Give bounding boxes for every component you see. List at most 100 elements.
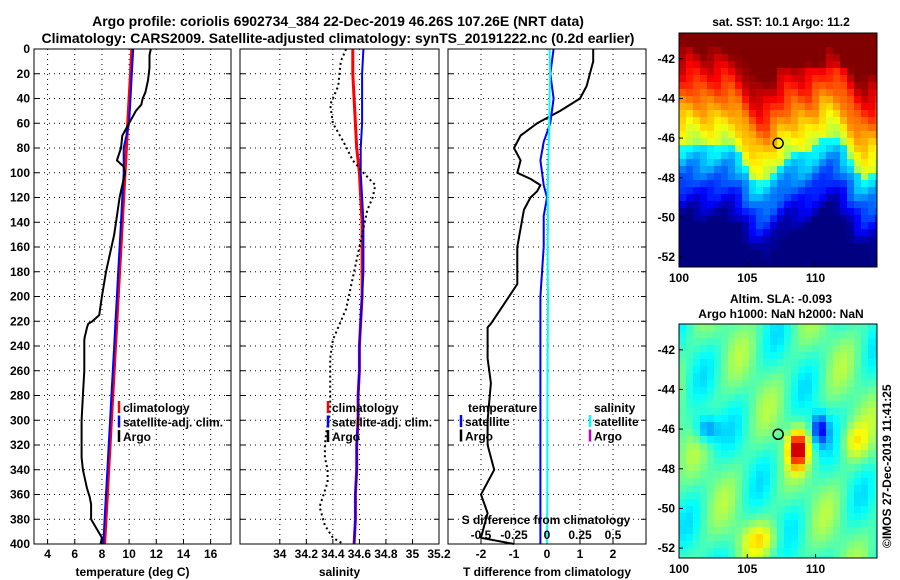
heatmap-cell (700, 373, 708, 381)
heatmap-cell (805, 366, 813, 374)
heatmap-cell (714, 131, 722, 139)
heatmap-cell (798, 82, 806, 90)
heatmap-cell (812, 338, 820, 346)
heatmap-cell (784, 89, 792, 97)
heatmap-cell (784, 401, 792, 409)
heatmap-cell (819, 527, 827, 535)
heatmap-cell (784, 450, 792, 458)
heatmap-cell (784, 257, 792, 265)
heatmap-cell (721, 534, 729, 542)
heatmap-cell (770, 394, 778, 402)
heatmap-cell (742, 345, 750, 353)
heatmap-cell (847, 366, 855, 374)
heatmap-cell (770, 436, 778, 444)
heatmap-cell (875, 194, 878, 202)
heatmap-cell (805, 68, 813, 76)
heatmap-cell (700, 222, 708, 230)
heatmap-cell (714, 408, 722, 416)
heatmap-cell (875, 257, 878, 265)
heatmap-cell (861, 506, 869, 514)
heatmap-cell (714, 180, 722, 188)
heatmap-cell (833, 194, 841, 202)
heatmap-cell (791, 159, 799, 167)
heatmap-cell (819, 422, 827, 430)
heatmap-cell (686, 110, 694, 118)
heatmap-cell (707, 548, 715, 556)
heatmap-cell (791, 264, 799, 268)
heatmap-cell (742, 366, 750, 374)
heatmap-cell (826, 331, 834, 339)
heatmap-cell (693, 492, 701, 500)
heatmap-cell (763, 54, 771, 62)
heatmap-cell (819, 180, 827, 188)
heatmap-cell (763, 478, 771, 486)
heatmap-cell (875, 82, 878, 90)
heatmap-cell (805, 215, 813, 223)
heatmap-cell (819, 215, 827, 223)
heatmap-cell (812, 257, 820, 265)
heatmap-cell (749, 380, 757, 388)
heatmap-cell (700, 96, 708, 104)
heatmap-cell (735, 380, 743, 388)
heatmap-cell (833, 131, 841, 139)
heatmap-cell (805, 131, 813, 139)
heatmap-cell (791, 359, 799, 367)
y-tick-label: 100 (10, 166, 30, 180)
heatmap-cell (868, 527, 876, 535)
heatmap-cell (805, 394, 813, 402)
heatmap-cell (749, 457, 757, 465)
heatmap-cell (812, 117, 820, 125)
heatmap-cell (840, 96, 848, 104)
heatmap-cell (700, 131, 708, 139)
heatmap-cell (714, 450, 722, 458)
heatmap-cell (826, 257, 834, 265)
heatmap-cell (700, 548, 708, 556)
heatmap-cell (791, 166, 799, 174)
heatmap-cell (798, 450, 806, 458)
heatmap-cell (756, 54, 764, 62)
heatmap-cell (833, 492, 841, 500)
map-y-tick-label: -42 (658, 52, 676, 66)
heatmap-cell (770, 450, 778, 458)
heatmap-cell (693, 33, 701, 41)
heatmap-cell (714, 47, 722, 55)
heatmap-cell (735, 471, 743, 479)
heatmap-cell (728, 180, 736, 188)
heatmap-cell (707, 387, 715, 395)
heatmap-cell (777, 131, 785, 139)
heatmap-cell (742, 548, 750, 556)
heatmap-cell (749, 61, 757, 69)
heatmap-cell (749, 124, 757, 132)
heatmap-cell (847, 264, 855, 268)
heatmap-cell (854, 443, 862, 451)
heatmap-cell (812, 534, 820, 542)
heatmap-cell (756, 89, 764, 97)
heatmap-cell (742, 450, 750, 458)
heatmap-cell (826, 68, 834, 76)
heatmap-cell (728, 555, 736, 559)
heatmap-cell (770, 352, 778, 360)
heatmap-cell (714, 257, 722, 265)
heatmap-cell (721, 485, 729, 493)
heatmap-cell (770, 513, 778, 521)
heatmap-cell (861, 373, 869, 381)
heatmap-cell (721, 152, 729, 160)
heatmap-cell (847, 173, 855, 181)
heatmap-cell (742, 138, 750, 146)
heatmap-cell (735, 499, 743, 507)
heatmap-cell (777, 331, 785, 339)
heatmap-cell (700, 331, 708, 339)
heatmap-cell (875, 264, 878, 268)
heatmap-cell (735, 187, 743, 195)
heatmap-cell (833, 464, 841, 472)
heatmap-cell (861, 415, 869, 423)
heatmap-cell (847, 324, 855, 332)
heatmap-cell (735, 229, 743, 237)
heatmap-cell (868, 492, 876, 500)
heatmap-cell (805, 173, 813, 181)
heatmap-cell (756, 229, 764, 237)
x-tick-label: 34.8 (374, 547, 398, 561)
map-x-tick-label: 100 (669, 562, 689, 576)
heatmap-cell (686, 394, 694, 402)
heatmap-cell (714, 527, 722, 535)
